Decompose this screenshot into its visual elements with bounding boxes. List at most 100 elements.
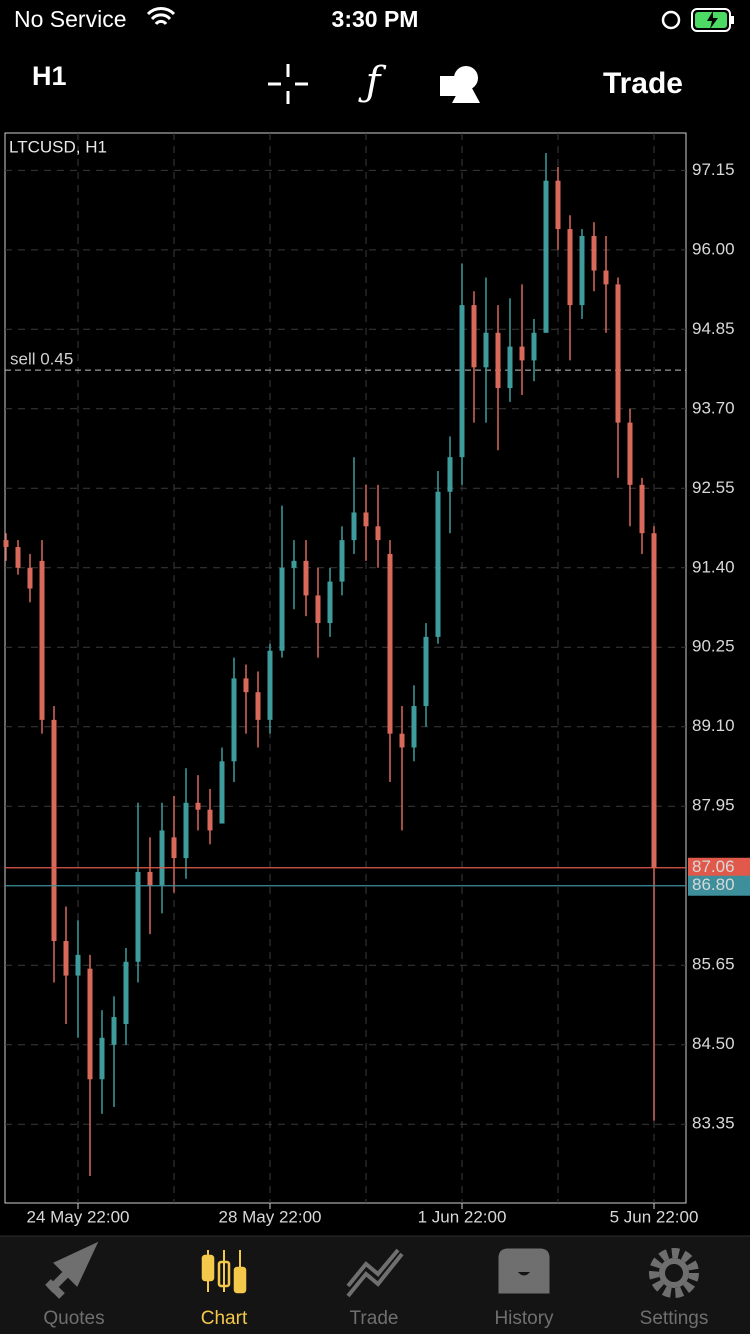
candle-body [111, 1017, 117, 1045]
y-tick-label: 83.35 [692, 1114, 735, 1133]
y-tick-label: 84.50 [692, 1034, 735, 1053]
y-tick-label: 94.85 [692, 319, 735, 338]
tab-label: Chart [201, 1308, 248, 1329]
candle-body [147, 871, 153, 886]
candle-body [375, 526, 381, 541]
candle-body [51, 719, 57, 942]
tab-label: History [494, 1308, 554, 1329]
y-tick-label: 85.65 [692, 955, 735, 974]
candle-body [543, 180, 549, 333]
candle-body [591, 235, 597, 271]
price-tag [688, 875, 750, 896]
candle-body [219, 761, 225, 824]
charging-bolt [707, 11, 718, 29]
candle-body [507, 346, 513, 389]
objects-button[interactable] [440, 66, 480, 103]
y-tick-label: 89.10 [692, 716, 735, 735]
candle-body [555, 180, 561, 230]
candle-body [195, 802, 201, 810]
tab-label: Trade [350, 1308, 399, 1329]
candle-body [447, 457, 453, 492]
y-tick-label: 87.95 [692, 796, 735, 815]
y-tick-label: 90.25 [692, 637, 735, 656]
wifi-icon [146, 7, 176, 26]
candle-body [135, 871, 141, 962]
timeframe-button[interactable]: H1 [32, 61, 67, 91]
tab-button[interactable]: Trade [346, 1248, 404, 1329]
candle-body [123, 961, 129, 1024]
candle-body [579, 235, 585, 306]
tab-button[interactable]: History [494, 1248, 554, 1329]
order-label: sell 0.45 [10, 350, 73, 369]
tab-label: Settings [640, 1308, 709, 1329]
candle-body [243, 678, 249, 693]
candle-body [303, 560, 309, 596]
candle-body [639, 484, 645, 534]
candle-body [327, 581, 333, 624]
candle-body [435, 491, 441, 637]
candle-body [39, 560, 45, 720]
candle-body [267, 650, 273, 720]
tab-icon [201, 1254, 215, 1282]
candle-body [471, 305, 477, 368]
tab-label: Quotes [43, 1308, 104, 1329]
tab-button[interactable]: Chart [201, 1250, 248, 1329]
crosshair-button[interactable] [268, 64, 308, 104]
candle-body [159, 830, 165, 886]
candle-body [3, 540, 9, 548]
candle-body [651, 533, 657, 868]
candle-body [387, 553, 393, 734]
candle-body [279, 567, 285, 651]
y-tick-label: 91.40 [692, 557, 735, 576]
chart: 97.15 96.00 94.85 93.70 92.55 91.40 90.25 89.10… [3, 132, 750, 1226]
tab-icon [346, 1248, 404, 1298]
x-tick-label: 24 May 22:00 [26, 1207, 129, 1226]
candle-body [99, 1037, 105, 1080]
tab-icon [659, 1258, 689, 1288]
candle-body [531, 332, 537, 361]
candle-body [459, 305, 465, 458]
candle-body [231, 678, 237, 762]
chart-title: LTCUSD, H1 [9, 137, 107, 156]
candle-body [207, 809, 213, 831]
tab-icon [649, 1248, 699, 1298]
tab-icon [217, 1260, 231, 1288]
price-tag-label: 86.80 [692, 875, 735, 894]
candle-body [495, 332, 501, 389]
candle-body [615, 284, 621, 423]
x-tick-label: 28 May 22:00 [218, 1207, 321, 1226]
candle-body [399, 733, 405, 748]
y-tick-label: 97.15 [692, 160, 735, 179]
tab-icon [498, 1248, 550, 1294]
tab-bar [0, 1236, 750, 1334]
price-tag [688, 857, 750, 878]
y-tick-label: 93.70 [692, 398, 735, 417]
candle-body [315, 595, 321, 624]
x-tick-label: 1 Jun 22:00 [418, 1207, 507, 1226]
battery-icon [691, 8, 731, 32]
trade-button[interactable]: Trade [603, 67, 683, 100]
clock: 3:30 PM [332, 6, 419, 32]
candle-body [519, 346, 525, 361]
candle-body [483, 332, 489, 368]
candle-body [75, 954, 81, 976]
candle-body [351, 512, 357, 541]
candle-body [363, 512, 369, 527]
tab-button[interactable]: Settings [640, 1248, 709, 1329]
candle-body [423, 636, 429, 707]
rotation-lock-icon [661, 10, 681, 30]
candle-body [339, 540, 345, 582]
candle-body [63, 941, 69, 976]
y-tick-label: 96.00 [692, 239, 735, 258]
candle-body [627, 422, 633, 485]
candle-body [87, 968, 93, 1080]
tab-button[interactable]: Quotes [43, 1241, 105, 1329]
tab-icon [45, 1241, 99, 1299]
tab-icon [233, 1266, 247, 1294]
carrier: No Service [14, 6, 126, 32]
candle-body [255, 692, 261, 720]
plot-frame [4, 132, 687, 1204]
x-tick-label: 5 Jun 22:00 [610, 1207, 699, 1226]
